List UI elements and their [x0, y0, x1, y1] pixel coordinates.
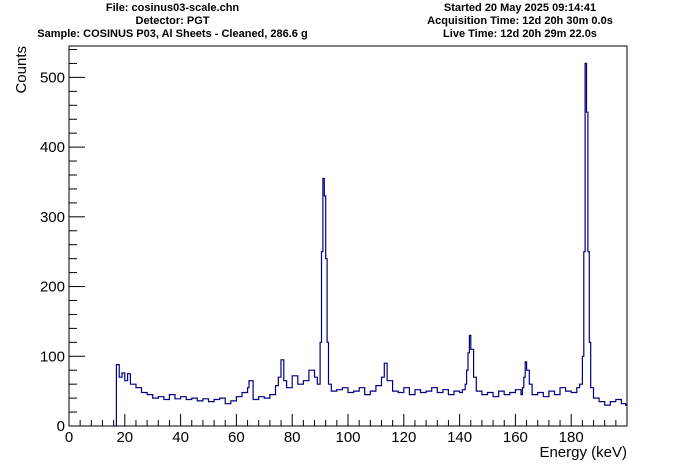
- x-tick-label: 60: [228, 429, 245, 446]
- y-tick-label: 200: [40, 279, 65, 296]
- x-tick-label: 100: [335, 429, 360, 446]
- y-tick-label: 500: [40, 69, 65, 86]
- detector-name: Detector: PGT: [135, 15, 210, 27]
- x-tick-label: 180: [559, 429, 584, 446]
- x-axis-label: Energy (keV): [539, 444, 627, 461]
- y-tick-label: 100: [40, 348, 65, 365]
- header-left: File: cosinus03-scale.chn Detector: PGT …: [0, 2, 345, 41]
- x-tick-label: 0: [65, 429, 73, 446]
- plot-frame: [68, 45, 628, 427]
- y-tick-label: 400: [40, 139, 65, 156]
- sample-description: Sample: COSINUS P03, Al Sheets - Cleaned…: [37, 28, 308, 40]
- file-name: File: cosinus03-scale.chn: [105, 2, 240, 14]
- x-tick-label: 80: [284, 429, 301, 446]
- header-right: Started 20 May 2025 09:14:41 Acquisition…: [400, 2, 640, 41]
- x-tick-label: 40: [172, 429, 189, 446]
- y-tick-label: 0: [57, 418, 65, 435]
- y-tick-label: 300: [40, 209, 65, 226]
- plot-area: [115, 62, 627, 427]
- x-tick-label: 120: [391, 429, 416, 446]
- live-time: Live Time: 12d 20h 29m 22.0s: [443, 28, 597, 40]
- x-tick-label: 160: [503, 429, 528, 446]
- x-tick-label: 140: [447, 429, 472, 446]
- y-axis-label: Counts: [13, 46, 30, 94]
- x-tick-label: 20: [116, 429, 133, 446]
- spectrum-line: [115, 62, 627, 427]
- start-time: Started 20 May 2025 09:14:41: [443, 2, 597, 14]
- acquisition-time: Acquisition Time: 12d 20h 30m 0.0s: [427, 15, 613, 27]
- axis-ticks: 0 20 40 60 80 100 120 140 160 180 0 100 200 300 400 500: [40, 48, 617, 446]
